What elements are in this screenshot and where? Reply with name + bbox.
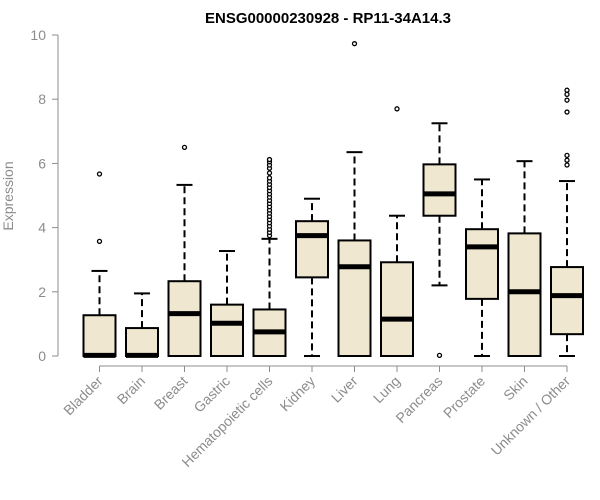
box-group [125,292,159,358]
box-group [337,41,372,357]
box-rect [507,232,542,358]
outlier-point [564,157,570,163]
box-rect [210,303,244,358]
outlier-point [181,144,188,151]
box-group [465,178,499,357]
box-group [422,122,457,359]
x-tick-label: Kidney [277,373,319,415]
box-group [82,171,117,358]
outlier-point [436,352,443,359]
box-group [550,87,584,357]
box-group [295,197,329,357]
outlier-point [564,109,570,115]
box-rect [125,327,159,357]
chart-title: ENSG00000230928 - RP11-34A14.3 [205,10,451,27]
outlier-point [394,106,400,112]
outlier-point [564,162,570,168]
outlier-point [564,87,570,93]
outlier-point [564,97,570,103]
box-rect [380,261,414,358]
x-tick-label: Unknown / Other [488,373,574,459]
box-group [380,106,414,358]
y-tick-label: 4 [38,220,46,236]
y-axis-title: Expression [0,161,16,230]
x-tick-label: Brain [114,373,148,407]
x-tick-label: Skin [500,373,531,404]
x-tick-label: Prostate [440,373,488,421]
box-rect [295,220,329,279]
boxes-group [82,41,584,359]
outlier-point [266,156,273,163]
y-tick-label: 10 [30,27,46,43]
outlier-point [96,238,103,245]
box-group [210,250,244,358]
box-group [167,144,202,357]
y-tick-label: 2 [38,284,46,300]
y-axis: 0 2 4 6 8 10 [30,27,59,364]
x-tick-label: Pancreas [392,373,445,426]
outlier-point [564,91,570,98]
box-rect [167,280,202,357]
box-rect [465,228,499,300]
y-tick-label: 6 [38,155,46,171]
box-rect [550,266,584,336]
y-tick-label: 8 [38,91,46,107]
outlier-point [266,170,273,176]
x-tick-label: Breast [151,373,191,413]
x-tick-label: Lung [370,373,403,406]
outlier-point [266,175,273,181]
box-group [252,156,287,357]
x-tick-label: Liver [328,373,361,406]
outlier-point [351,41,358,47]
box-rect [422,163,457,217]
y-tick-label: 0 [38,348,46,364]
x-tick-label: Bladder [60,373,106,419]
outlier-point [96,171,103,177]
box-rect [82,314,117,357]
outlier-point [564,152,570,159]
box-rect [337,239,372,357]
box-group [507,160,542,358]
